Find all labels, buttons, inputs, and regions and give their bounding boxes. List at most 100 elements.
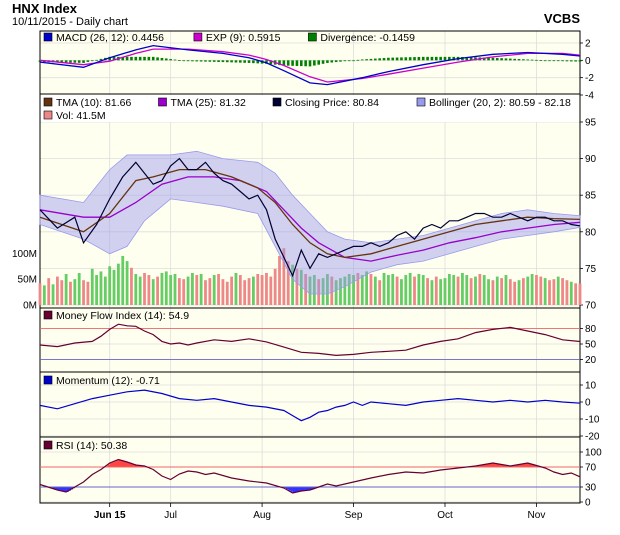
volume-bar [138, 276, 142, 305]
volume-bar [282, 248, 286, 305]
divergence-bar [413, 57, 416, 61]
volume-bar [487, 279, 490, 305]
rsi-overbought-fill [135, 465, 139, 467]
rsi-overbought-fill [529, 463, 533, 467]
divergence-bar [535, 59, 538, 61]
rsi-overbought-fill [111, 462, 115, 467]
volume-bar [177, 278, 181, 305]
volume-bar [238, 275, 242, 305]
divergence-bar [417, 56, 421, 61]
rsi-overbought-fill [534, 464, 537, 467]
rsi-overbought-fill [488, 463, 492, 467]
volume-bar [273, 268, 277, 305]
tma10-line [39, 168, 581, 259]
divergence-bar [208, 60, 212, 62]
volume-bar [217, 274, 220, 305]
volume-bar [574, 283, 578, 305]
legend-swatch [43, 375, 53, 385]
divergence-bar [395, 57, 399, 61]
volume-bar [426, 278, 429, 305]
volume-bar [312, 275, 316, 305]
divergence-bar [430, 56, 434, 61]
volume-bar [73, 279, 77, 305]
legend-swatch [43, 310, 53, 320]
divergence-bar [565, 60, 569, 62]
divergence-bar [304, 60, 307, 67]
volume-bar [99, 271, 103, 305]
rsi-overbought-fill [505, 465, 509, 467]
rsi-overbought-fill [131, 463, 134, 467]
volume-bar [330, 276, 334, 305]
rsi-oversold-fill [299, 487, 302, 492]
volume-bar [95, 275, 99, 305]
volume-bar [38, 283, 42, 305]
divergence-bar [269, 60, 273, 65]
rsi-overbought-fill [124, 461, 128, 467]
volume-bar [334, 280, 338, 305]
rsi-overbought-fill [527, 463, 531, 467]
divergence-bar [561, 60, 564, 62]
divergence-bar [143, 56, 146, 61]
divergence-bar [265, 60, 268, 64]
divergence-bar [378, 58, 381, 61]
volume-bar [143, 272, 146, 305]
y-tick-label: 100 [585, 448, 602, 459]
rsi-overbought-fill [495, 463, 498, 467]
rsi-overbought-fill [484, 464, 487, 467]
divergence-bar [90, 60, 94, 62]
legend-label: MACD (26, 12): 0.4456 [56, 32, 164, 44]
divergence-bar [452, 56, 456, 61]
volume-bar [535, 275, 538, 305]
volume-bar [256, 274, 260, 305]
volume-bar [304, 274, 308, 305]
x-tick-label: Jul [164, 510, 177, 521]
y-tick-label: 70 [585, 301, 597, 312]
divergence-bar [469, 57, 473, 61]
rsi-overbought-fill [519, 464, 522, 467]
momentum-line [39, 389, 581, 422]
divergence-bar [243, 60, 246, 63]
rsi-overbought-fill [122, 460, 126, 467]
volume-bar [82, 280, 85, 305]
legend-swatch [272, 97, 282, 107]
volume-bar [413, 276, 416, 305]
rsi-oversold-fill [301, 487, 304, 491]
volume-bar [395, 276, 399, 305]
volume-bar [269, 276, 273, 305]
volume-bar [60, 280, 64, 305]
closing-price-line [39, 157, 581, 278]
divergence-bar [426, 56, 429, 61]
volume-bar [465, 275, 469, 305]
volume-bar [173, 274, 177, 305]
legend-swatch [43, 32, 53, 42]
divergence-bar [539, 60, 543, 61]
volume-bar [578, 283, 582, 305]
divergence-bar [326, 60, 329, 63]
volume-bar [195, 275, 199, 305]
volume-bar [225, 281, 229, 305]
chart-title: HNX Index [12, 1, 78, 16]
volume-bar [199, 274, 203, 305]
rsi-oversold-fill [50, 487, 54, 488]
divergence-bar [204, 60, 207, 62]
volume-bar [212, 275, 216, 305]
divergence-bar [299, 60, 303, 67]
divergence-bar [387, 57, 390, 61]
rsi-overbought-fill [107, 464, 110, 467]
rsi-oversold-fill [288, 487, 291, 491]
legend-swatch [193, 32, 203, 42]
legend-swatch [43, 97, 53, 107]
volume-bar [186, 276, 190, 305]
divergence-bar [151, 56, 155, 61]
legend-swatch [158, 97, 167, 107]
x-tick-label: Jun 15 [94, 510, 126, 521]
volume-bar [552, 279, 556, 305]
rsi-overbought-fill [501, 464, 505, 467]
volume-bar [369, 274, 373, 305]
divergence-bar [339, 60, 342, 62]
divergence-bar [282, 60, 286, 66]
volume-bar [382, 272, 386, 305]
divergence-bar [278, 60, 281, 66]
bollinger-band [39, 150, 581, 295]
rsi-oversold-fill [55, 487, 58, 490]
